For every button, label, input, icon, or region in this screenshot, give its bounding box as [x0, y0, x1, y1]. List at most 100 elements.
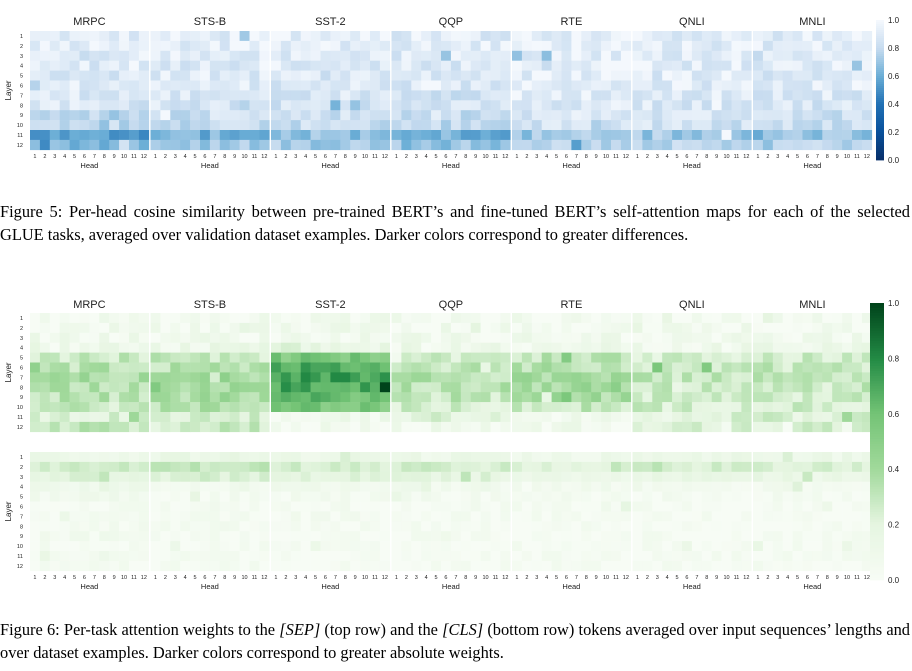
heatmap-cell-qqp-l10-h4 — [421, 120, 432, 131]
heatmap-cell-sts-b-cls-l10-h10 — [239, 541, 250, 552]
heatmap-cell-sst-2-cls-l11-h12 — [379, 551, 391, 562]
heatmap-cell-sst-2-cls-l9-h12 — [379, 531, 391, 542]
heatmap-cell-rte-sep-l10-h2 — [521, 402, 533, 413]
fig6-sep-y-tick-2: 2 — [20, 326, 23, 332]
heatmap-cell-rte-l6-h1 — [512, 80, 523, 91]
heatmap-cell-mnli-l3-h8 — [822, 50, 833, 61]
heatmap-cell-mnli-l2-h4 — [782, 40, 793, 52]
heatmap-cell-mrpc-sep-l7-h6 — [79, 372, 90, 383]
heatmap-cell-sts-b-cls-l2-h12 — [259, 461, 270, 473]
heatmap-cell-mnli-sep-l1-h8 — [822, 313, 833, 324]
heatmap-cell-qnli-l12-h10 — [721, 139, 732, 151]
heatmap-cell-mrpc-l9-h5 — [69, 110, 80, 121]
heatmap-cell-mnli-l7-h8 — [822, 90, 833, 101]
heatmap-cell-mrpc-sep-l1-h1 — [30, 313, 41, 324]
fig6-cls-y-tick-4: 4 — [20, 485, 23, 491]
heatmap-cell-sst-2-cls-l7-h12 — [379, 511, 391, 522]
heatmap-cell-sst-2-cls-l2-h3 — [290, 461, 301, 473]
heatmap-cell-sst-2-l5-h8 — [340, 70, 351, 81]
heatmap-cell-sts-b-cls-l3-h8 — [219, 471, 230, 482]
heatmap-cell-qnli-cls-l3-h12 — [741, 471, 752, 482]
heatmap-cell-qnli-l11-h7 — [691, 130, 703, 141]
heatmap-cell-sts-b-l6-h12 — [259, 80, 270, 91]
heatmap-cell-rte-sep-l10-h10 — [601, 402, 612, 413]
heatmap-cell-mrpc-l10-h10 — [119, 120, 130, 131]
heatmap-cell-rte-sep-l9-h11 — [611, 392, 622, 403]
heatmap-cell-mnli-sep-l4-h9 — [832, 342, 843, 353]
heatmap-cell-sts-b-sep-l12-h3 — [170, 421, 181, 433]
heatmap-cell-qqp-sep-l9-h8 — [460, 392, 471, 403]
heatmap-cell-sst-2-sep-l10-h7 — [330, 402, 341, 413]
heatmap-cell-sts-b-cls-l7-h3 — [170, 511, 181, 522]
heatmap-cell-sst-2-sep-l6-h1 — [271, 362, 282, 373]
heatmap-cell-mnli-l2-h3 — [772, 40, 783, 52]
heatmap-cell-sst-2-cls-l7-h9 — [350, 511, 361, 522]
heatmap-cell-sts-b-l10-h12 — [259, 120, 270, 131]
heatmap-cell-sts-b-cls-l12-h6 — [200, 560, 211, 572]
heatmap-cell-rte-cls-l1-h8 — [581, 452, 592, 463]
heatmap-cell-mnli-cls-l8-h2 — [762, 521, 774, 532]
heatmap-cell-mnli-l11-h12 — [861, 130, 873, 141]
heatmap-cell-mrpc-l4-h12 — [138, 60, 150, 71]
heatmap-cell-sst-2-cls-l3-h4 — [300, 471, 311, 482]
heatmap-cell-rte-cls-l8-h11 — [611, 521, 622, 532]
heatmap-cell-qqp-cls-l2-h6 — [441, 461, 452, 473]
heatmap-cell-mnli-cls-l7-h8 — [822, 511, 833, 522]
heatmap-cell-qqp-l9-h8 — [460, 110, 471, 121]
heatmap-cell-qqp-cls-l4-h11 — [490, 481, 501, 492]
heatmap-cell-mnli-sep-l6-h11 — [852, 362, 863, 373]
fig6-title-sts-b: STS-B — [194, 299, 226, 311]
heatmap-cell-rte-cls-l10-h2 — [521, 541, 533, 552]
heatmap-cell-mrpc-sep-l1-h9 — [109, 313, 120, 324]
heatmap-cell-sts-b-l1-h6 — [200, 31, 211, 42]
heatmap-cell-sts-b-cls-l4-h12 — [259, 481, 270, 492]
heatmap-cell-mrpc-cls-l1-h3 — [49, 452, 60, 463]
heatmap-cell-sst-2-sep-l10-h3 — [290, 402, 301, 413]
heatmap-cell-sts-b-sep-l6-h5 — [190, 362, 201, 373]
heatmap-cell-qqp-cls-l12-h3 — [411, 560, 422, 572]
heatmap-cell-rte-l3-h2 — [521, 50, 533, 61]
heatmap-cell-mrpc-l8-h10 — [119, 100, 130, 111]
heatmap-cell-mnli-cls-l5-h6 — [802, 491, 813, 502]
fig6-qqp-x-tick-1: 1 — [395, 575, 398, 581]
heatmap-cell-sst-2-l9-h5 — [310, 110, 321, 121]
heatmap-cell-mnli-cls-l8-h10 — [842, 521, 853, 532]
heatmap-cell-mnli-l6-h5 — [792, 80, 803, 91]
heatmap-cell-qqp-cls-l7-h7 — [450, 511, 462, 522]
heatmap-cell-rte-l4-h3 — [531, 60, 542, 71]
heatmap-cell-qqp-sep-l10-h9 — [470, 402, 481, 413]
heatmap-cell-mrpc-l5-h4 — [59, 70, 70, 81]
heatmap-cell-mrpc-l6-h7 — [89, 80, 100, 91]
heatmap-cell-mnli-cls-l8-h7 — [812, 521, 823, 532]
heatmap-cell-qqp-sep-l2-h3 — [411, 322, 422, 334]
heatmap-cell-rte-l6-h2 — [521, 80, 533, 91]
heatmap-cell-rte-l4-h8 — [581, 60, 592, 71]
heatmap-cell-qnli-l1-h9 — [711, 31, 722, 42]
heatmap-cell-rte-sep-l7-h7 — [571, 372, 582, 383]
heatmap-cell-qnli-cls-l12-h11 — [731, 560, 742, 572]
heatmap-cell-qqp-cls-l1-h3 — [411, 452, 422, 463]
heatmap-cell-qnli-l1-h7 — [691, 31, 703, 42]
heatmap-cell-mnli-l2-h7 — [812, 40, 823, 52]
heatmap-cell-sst-2-cls-l11-h4 — [300, 551, 311, 562]
heatmap-cell-sts-b-sep-l5-h11 — [249, 352, 260, 363]
heatmap-cell-mrpc-l3-h2 — [39, 50, 51, 61]
fig6-colorbar-segment-64 — [870, 464, 884, 468]
heatmap-cell-rte-cls-l9-h5 — [551, 531, 562, 542]
heatmap-cell-mrpc-l12-h11 — [129, 139, 140, 151]
heatmap-cell-sts-b-l7-h3 — [170, 90, 181, 101]
heatmap-cell-rte-cls-l7-h2 — [521, 511, 533, 522]
heatmap-cell-mrpc-l11-h8 — [99, 130, 110, 141]
heatmap-cell-mnli-sep-l5-h7 — [812, 352, 823, 363]
heatmap-cell-qqp-l3-h1 — [391, 50, 402, 61]
heatmap-cell-mrpc-sep-l4-h2 — [39, 342, 51, 353]
heatmap-cell-qqp-cls-l9-h10 — [480, 531, 491, 542]
heatmap-cell-sts-b-l1-h1 — [150, 31, 161, 42]
heatmap-cell-qqp-cls-l10-h11 — [490, 541, 501, 552]
heatmap-cell-rte-cls-l3-h1 — [512, 471, 523, 482]
heatmap-cell-sts-b-sep-l10-h12 — [259, 402, 270, 413]
heatmap-cell-sst-2-sep-l3-h9 — [350, 332, 361, 343]
heatmap-cell-sst-2-sep-l11-h12 — [379, 412, 391, 423]
fig6-xlabel-rte: Head — [562, 582, 580, 591]
